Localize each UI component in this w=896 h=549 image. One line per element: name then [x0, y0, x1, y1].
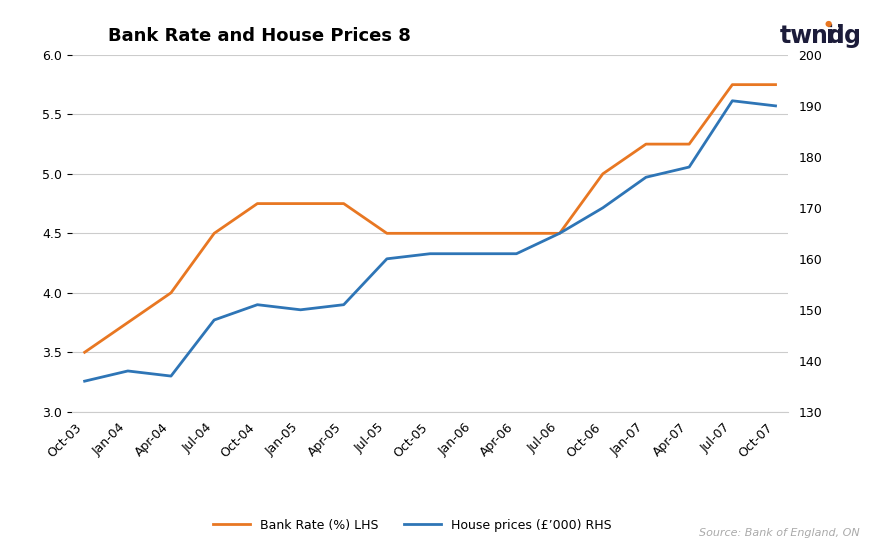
Bank Rate (%) LHS	[123, 320, 134, 326]
Text: ig: ig	[836, 24, 861, 48]
House prices (£’000) RHS	[295, 306, 306, 313]
House prices (£’000) RHS	[468, 250, 478, 257]
House prices (£’000) RHS	[511, 250, 521, 257]
House prices (£’000) RHS	[641, 174, 651, 181]
House prices (£’000) RHS	[382, 255, 392, 262]
Bank Rate (%) LHS	[684, 141, 694, 147]
Bank Rate (%) LHS	[339, 200, 349, 207]
House prices (£’000) RHS	[123, 368, 134, 374]
Text: ●: ●	[824, 19, 831, 27]
House prices (£’000) RHS	[555, 230, 565, 237]
Bank Rate (%) LHS	[641, 141, 651, 147]
Bank Rate (%) LHS	[79, 349, 90, 356]
Text: nd: nd	[811, 24, 845, 48]
Bank Rate (%) LHS	[727, 81, 737, 88]
Bank Rate (%) LHS	[166, 289, 177, 296]
Bank Rate (%) LHS	[468, 230, 478, 237]
House prices (£’000) RHS	[771, 103, 781, 109]
Bank Rate (%) LHS	[771, 81, 781, 88]
House prices (£’000) RHS	[209, 317, 220, 323]
Bank Rate (%) LHS	[555, 230, 565, 237]
House prices (£’000) RHS	[425, 250, 435, 257]
Bank Rate (%) LHS	[425, 230, 435, 237]
Line: Bank Rate (%) LHS: Bank Rate (%) LHS	[84, 85, 776, 352]
House prices (£’000) RHS	[339, 301, 349, 308]
Bank Rate (%) LHS	[511, 230, 521, 237]
Bank Rate (%) LHS	[598, 171, 608, 177]
Text: Source: Bank of England, ON: Source: Bank of England, ON	[700, 528, 860, 538]
Line: House prices (£’000) RHS: House prices (£’000) RHS	[84, 101, 776, 381]
Text: tw: tw	[780, 24, 813, 48]
Bank Rate (%) LHS	[209, 230, 220, 237]
Bank Rate (%) LHS	[252, 200, 263, 207]
Bank Rate (%) LHS	[295, 200, 306, 207]
Text: Bank Rate and House Prices 8: Bank Rate and House Prices 8	[108, 27, 410, 45]
House prices (£’000) RHS	[252, 301, 263, 308]
House prices (£’000) RHS	[79, 378, 90, 384]
House prices (£’000) RHS	[598, 205, 608, 211]
House prices (£’000) RHS	[166, 373, 177, 379]
Text: i: i	[826, 24, 834, 48]
House prices (£’000) RHS	[684, 164, 694, 170]
House prices (£’000) RHS	[727, 98, 737, 104]
Legend: Bank Rate (%) LHS, House prices (£’000) RHS: Bank Rate (%) LHS, House prices (£’000) …	[208, 514, 616, 537]
Bank Rate (%) LHS	[382, 230, 392, 237]
